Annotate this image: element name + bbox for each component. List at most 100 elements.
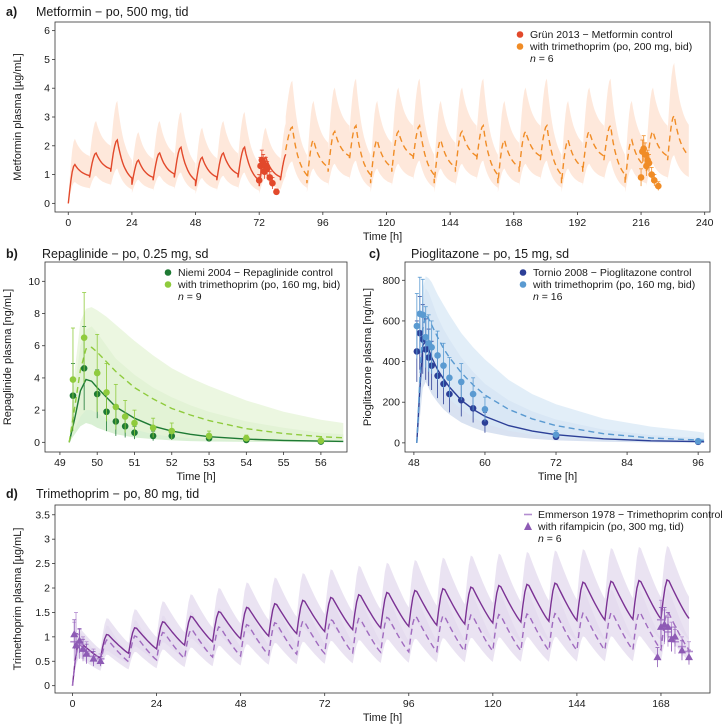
data-point <box>419 311 427 319</box>
sim-line <box>416 313 705 443</box>
legend-marker <box>516 31 524 38</box>
x-tick-label: 96 <box>403 698 415 710</box>
data-point <box>446 374 453 382</box>
data-point <box>677 646 686 654</box>
x-tick-label: 54 <box>240 457 252 469</box>
x-tick-label: 52 <box>166 457 178 469</box>
data-point <box>121 413 129 420</box>
plot-area <box>413 276 705 446</box>
panel-title: Metformin − po, 500 mg, tid <box>36 5 189 19</box>
x-tick-label: 120 <box>378 217 396 229</box>
x-tick-label: 168 <box>652 698 670 710</box>
y-axis-label: Trimethoprim plasma [µg/mL] <box>12 528 24 671</box>
x-tick-label: 51 <box>129 457 141 469</box>
x-tick-label: 120 <box>484 698 502 710</box>
data-point <box>656 622 665 630</box>
x-tick-label: 48 <box>235 698 247 710</box>
data-point <box>653 653 662 661</box>
x-axis-label: Time [h] <box>363 231 402 243</box>
x-tick-label: 72 <box>550 457 562 469</box>
y-tick-label: 0 <box>394 437 400 449</box>
y-tick-label: 0 <box>34 437 40 449</box>
data-point <box>694 437 702 445</box>
x-tick-label: 24 <box>126 217 138 229</box>
y-tick-label: 3.5 <box>35 509 50 521</box>
data-point <box>413 322 421 330</box>
data-point <box>481 419 489 426</box>
legend-label: with trimethoprim (po, 160 mg, bid) <box>177 279 340 291</box>
data-point <box>266 174 274 181</box>
legend-label: Emmerson 1978 − Trimethoprim control <box>538 509 723 521</box>
data-point <box>670 632 679 640</box>
data-point <box>552 431 560 439</box>
data-point <box>269 179 276 187</box>
sim-band <box>416 276 705 443</box>
panel-title: Repaglinide − po, 0.25 mg, sd <box>42 247 208 261</box>
x-tick-label: 49 <box>54 457 66 469</box>
plot-frame <box>44 261 348 453</box>
x-tick-label: 55 <box>278 457 290 469</box>
data-point <box>80 334 88 341</box>
x-tick-label: 96 <box>317 217 329 229</box>
data-point <box>428 344 435 351</box>
x-tick-label: 50 <box>91 457 103 469</box>
y-axis-label: Pioglitazone plasma [ng/mL] <box>362 288 374 426</box>
y-tick-label: 6 <box>34 340 40 352</box>
sim-band <box>285 63 689 193</box>
y-tick-label: 3 <box>44 534 50 546</box>
x-tick-label: 24 <box>151 698 163 710</box>
y-tick-label: 1.5 <box>35 607 50 619</box>
data-point <box>149 424 157 432</box>
data-point <box>72 641 81 649</box>
x-axis-label: Time [h] <box>176 471 215 483</box>
panel-label: c) <box>369 247 380 261</box>
y-tick-label: 2 <box>34 405 40 417</box>
panel-label: b) <box>6 247 18 261</box>
sim-line <box>285 113 690 184</box>
y-tick-label: 2.5 <box>35 558 50 570</box>
y-tick-label: 1 <box>44 631 50 643</box>
data-point <box>654 182 662 190</box>
legend-marker <box>164 269 172 276</box>
panel-label: a) <box>6 5 17 19</box>
y-tick-label: 0 <box>44 198 50 210</box>
data-point <box>440 362 447 369</box>
y-tick-label: 4 <box>44 83 50 95</box>
data-point <box>645 159 653 167</box>
y-tick-label: 600 <box>382 315 400 327</box>
legend-n: n = 6 <box>530 53 554 65</box>
legend: Emmerson 1978 − Trimethoprim controlwith… <box>524 509 723 545</box>
y-tick-label: 0.5 <box>35 656 50 668</box>
data-point <box>255 177 263 184</box>
legend-label: with trimethoprim (po, 160 mg, bid) <box>532 279 695 291</box>
y-axis-label: Repaglinide plasma [ng/mL] <box>2 289 14 425</box>
data-point <box>457 378 465 386</box>
y-tick-label: 2 <box>44 583 50 595</box>
plot-frame <box>54 504 711 694</box>
data-point <box>131 419 138 427</box>
data-point <box>96 656 105 665</box>
data-point <box>89 654 98 662</box>
legend-marker <box>524 522 532 530</box>
panel-b: b) Repaglinide − po, 0.25 mg, sd 49 50 51 52 5… <box>2 247 348 483</box>
plot-area <box>68 292 344 445</box>
data-point <box>640 145 648 152</box>
y-tick-label: 0 <box>44 680 50 692</box>
data-point <box>69 376 77 383</box>
y-tick-label: 200 <box>382 397 400 409</box>
panel-title: Pioglitazone − po, 15 mg, sd <box>411 247 569 261</box>
data-point <box>637 174 645 181</box>
sim-band <box>72 546 689 686</box>
y-tick-label: 5 <box>44 54 50 66</box>
x-tick-label: 168 <box>505 217 523 229</box>
x-tick-label: 192 <box>569 217 587 229</box>
sim-line <box>71 578 690 686</box>
x-tick-label: 60 <box>479 457 491 469</box>
legend-marker <box>516 43 524 50</box>
panel-c: c) Pioglitazone − po, 15 mg, sd 48 60 72 84 96… <box>362 247 711 483</box>
data-point <box>273 188 280 196</box>
data-point <box>434 352 441 359</box>
